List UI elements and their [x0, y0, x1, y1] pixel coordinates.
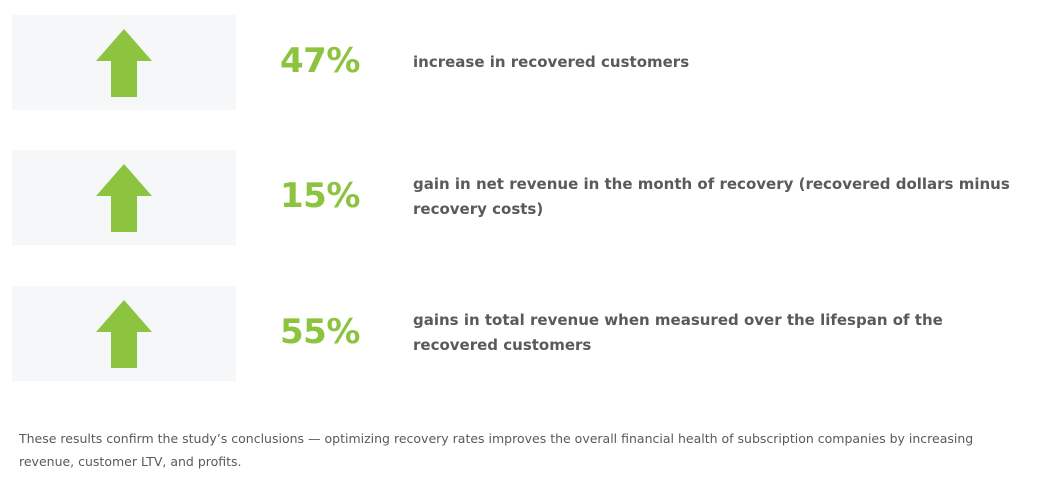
- stat-value: 47%: [280, 41, 360, 81]
- stat-description: gain in net revenue in the month of reco…: [413, 175, 1010, 218]
- stat-value: 15%: [280, 176, 360, 216]
- stat-description: gains in total revenue when measured ove…: [413, 311, 943, 354]
- up-arrow-icon: [96, 164, 152, 232]
- stat-value: 55%: [280, 312, 360, 352]
- stat-row-total-revenue: 55% gains in total revenue when measured…: [12, 286, 1042, 381]
- stat-row-net-revenue: 15% gain in net revenue in the month of …: [12, 150, 1042, 245]
- stat-icon-box: [12, 286, 236, 381]
- stat-row-recovered-customers: 47% increase in recovered customers: [12, 15, 1042, 110]
- stat-description: increase in recovered customers: [413, 53, 690, 71]
- stat-icon-box: [12, 15, 236, 110]
- stat-icon-box: [12, 150, 236, 245]
- up-arrow-icon: [96, 29, 152, 97]
- summary-paragraph: These results confirm the study’s conclu…: [19, 431, 974, 469]
- up-arrow-icon: [96, 300, 152, 368]
